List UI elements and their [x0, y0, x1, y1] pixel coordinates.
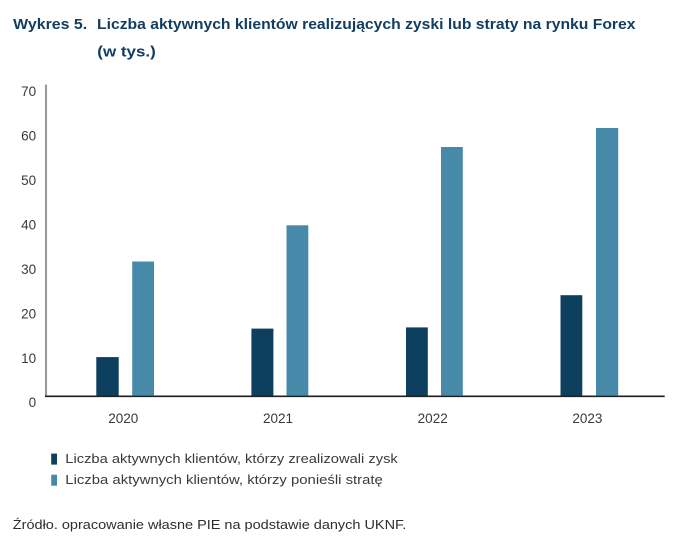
svg-text:20: 20 — [21, 306, 36, 321]
svg-text:2023: 2023 — [572, 411, 602, 426]
svg-text:70: 70 — [21, 84, 36, 99]
svg-text:2021: 2021 — [263, 411, 293, 426]
svg-text:Źródło. opracowanie własne PIE: Źródło. opracowanie własne PIE na podsta… — [13, 517, 407, 532]
svg-text:60: 60 — [21, 129, 36, 144]
svg-text:50: 50 — [21, 173, 36, 188]
svg-text:40: 40 — [21, 217, 36, 232]
svg-text:10: 10 — [21, 351, 36, 366]
svg-text:2020: 2020 — [108, 411, 138, 426]
svg-text:0: 0 — [29, 395, 37, 410]
svg-text:Liczba aktywnych klientów, któ: Liczba aktywnych klientów, którzy zreali… — [65, 451, 398, 466]
svg-text:Wykres 5.: Wykres 5. — [13, 17, 87, 33]
svg-text:2022: 2022 — [418, 411, 448, 426]
svg-text:(w tys.): (w tys.) — [97, 44, 156, 60]
svg-text:30: 30 — [21, 262, 36, 277]
svg-text:Liczba aktywnych klientów, któ: Liczba aktywnych klientów, którzy ponieś… — [65, 472, 383, 487]
svg-text:Liczba aktywnych klientów real: Liczba aktywnych klientów realizujących … — [97, 17, 636, 33]
